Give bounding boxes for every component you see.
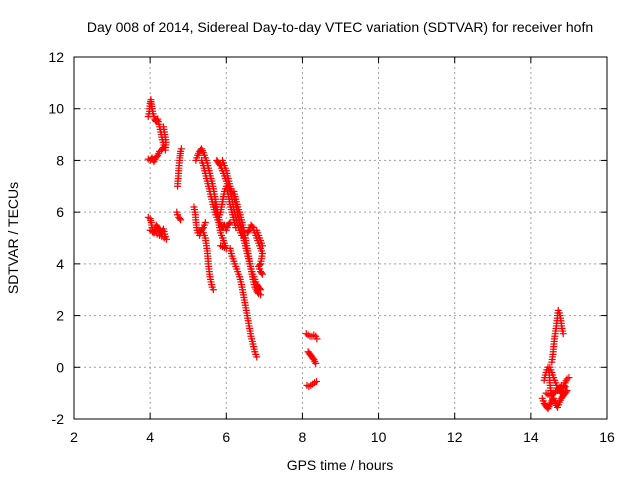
chart-title: Day 008 of 2014, Sidereal Day-to-day VTE… bbox=[87, 19, 593, 35]
x-tick-label: 14 bbox=[523, 429, 539, 445]
y-tick-label: 4 bbox=[56, 256, 64, 272]
grid bbox=[74, 57, 607, 419]
y-tick-label: 10 bbox=[48, 101, 64, 117]
data-point-marker bbox=[176, 215, 184, 223]
data-point-marker bbox=[177, 145, 185, 153]
y-axis-title: SDTVAR / TECUs bbox=[5, 182, 21, 294]
x-tick-label: 10 bbox=[371, 429, 387, 445]
data-marks bbox=[144, 96, 573, 413]
y-tick-label: -2 bbox=[52, 411, 65, 427]
data-point-marker bbox=[244, 228, 252, 236]
data-point-marker bbox=[209, 286, 217, 294]
plot-frame bbox=[73, 56, 608, 420]
x-tick-label: 12 bbox=[447, 429, 463, 445]
data-point-marker bbox=[258, 269, 266, 277]
x-tick-label: 8 bbox=[299, 429, 307, 445]
data-point-marker bbox=[216, 160, 224, 168]
data-point-marker bbox=[313, 378, 321, 386]
data-point-marker bbox=[253, 353, 261, 361]
data-point-marker bbox=[159, 123, 167, 131]
y-tick-label: 12 bbox=[48, 49, 64, 65]
data-point-marker bbox=[256, 284, 264, 292]
data-point-marker bbox=[258, 242, 266, 250]
data-point-marker bbox=[153, 116, 161, 124]
x-axis-title: GPS time / hours bbox=[287, 457, 394, 473]
data-point-marker bbox=[312, 359, 320, 367]
y-tick-label: 0 bbox=[56, 359, 64, 375]
data-point-marker bbox=[565, 374, 573, 382]
y-tick-label: 6 bbox=[56, 204, 64, 220]
data-point-marker bbox=[198, 225, 206, 233]
data-point-marker bbox=[248, 222, 256, 230]
data-point-marker bbox=[217, 242, 225, 250]
data-point-marker bbox=[313, 335, 321, 343]
y-tick-label: 8 bbox=[56, 152, 64, 168]
data-point-marker bbox=[257, 286, 265, 294]
data-point-marker bbox=[159, 144, 167, 151]
x-tick-label: 6 bbox=[222, 429, 230, 445]
data-point-marker bbox=[159, 145, 167, 153]
x-tick-label: 4 bbox=[146, 429, 154, 445]
axis-ticks: 2 4 6 8 10 12 14 16 -2 0 2 4 6 8 10 12 bbox=[48, 49, 615, 445]
data-point-marker bbox=[201, 218, 209, 226]
data-point-marker bbox=[225, 220, 233, 228]
data-point-marker bbox=[146, 226, 154, 234]
data-point-marker bbox=[258, 270, 266, 278]
x-tick-label: 16 bbox=[599, 429, 615, 445]
data-point-marker bbox=[561, 383, 569, 391]
x-tick-label: 2 bbox=[70, 429, 78, 445]
data-point-marker bbox=[559, 330, 567, 338]
y-tick-label: 2 bbox=[56, 308, 64, 324]
data-point-marker bbox=[177, 216, 185, 224]
